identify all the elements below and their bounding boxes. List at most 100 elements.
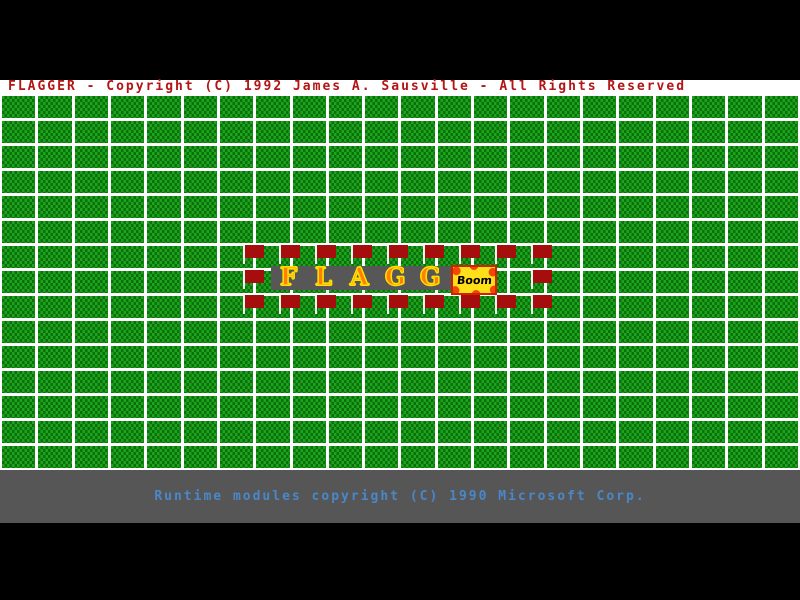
board-tile[interactable] — [110, 321, 145, 343]
board-tile[interactable] — [619, 346, 653, 368]
board-tile[interactable] — [692, 371, 726, 393]
board-tile[interactable] — [74, 221, 108, 243]
board-tile[interactable] — [655, 271, 690, 293]
board-tile[interactable] — [219, 221, 254, 243]
board-tile[interactable] — [619, 396, 653, 418]
board-tile[interactable] — [764, 346, 798, 368]
board-tile[interactable] — [728, 171, 762, 193]
board-tile[interactable] — [2, 271, 36, 293]
board-tile[interactable] — [219, 446, 254, 468]
board-tile[interactable] — [74, 346, 108, 368]
board-tile[interactable] — [328, 196, 363, 218]
board-tile[interactable] — [583, 346, 617, 368]
board-tile[interactable] — [256, 396, 290, 418]
board-tile[interactable] — [728, 146, 762, 168]
board-tile[interactable] — [365, 196, 399, 218]
board-tile[interactable] — [764, 121, 798, 143]
board-tile[interactable] — [292, 321, 326, 343]
board-tile[interactable] — [437, 171, 472, 193]
board-tile[interactable] — [437, 121, 472, 143]
board-tile[interactable] — [728, 396, 762, 418]
board-tile[interactable] — [74, 96, 108, 118]
board-tile[interactable] — [2, 221, 36, 243]
board-tile[interactable] — [183, 171, 217, 193]
board-tile[interactable] — [401, 396, 435, 418]
board-tile[interactable] — [328, 171, 363, 193]
board-tile[interactable] — [365, 121, 399, 143]
flag-marker[interactable] — [351, 245, 375, 264]
board-tile[interactable] — [764, 371, 798, 393]
board-tile[interactable] — [510, 96, 544, 118]
board-tile[interactable] — [183, 421, 217, 443]
board-tile[interactable] — [764, 146, 798, 168]
board-tile[interactable] — [619, 121, 653, 143]
board-tile[interactable] — [546, 171, 581, 193]
board-tile[interactable] — [583, 196, 617, 218]
board-tile[interactable] — [2, 171, 36, 193]
board-tile[interactable] — [147, 446, 181, 468]
board-tile[interactable] — [401, 421, 435, 443]
board-tile[interactable] — [147, 371, 181, 393]
board-tile[interactable] — [619, 421, 653, 443]
board-tile[interactable] — [474, 321, 508, 343]
board-tile[interactable] — [474, 96, 508, 118]
board-tile[interactable] — [328, 346, 363, 368]
board-tile[interactable] — [328, 221, 363, 243]
board-tile[interactable] — [219, 396, 254, 418]
board-tile[interactable] — [219, 371, 254, 393]
board-tile[interactable] — [38, 196, 72, 218]
board-tile[interactable] — [2, 196, 36, 218]
board-tile[interactable] — [328, 121, 363, 143]
board-tile[interactable] — [38, 396, 72, 418]
board-tile[interactable] — [256, 421, 290, 443]
board-tile[interactable] — [74, 296, 108, 318]
board-tile[interactable] — [147, 196, 181, 218]
board-tile[interactable] — [38, 246, 72, 268]
board-tile[interactable] — [474, 146, 508, 168]
board-tile[interactable] — [474, 371, 508, 393]
board-tile[interactable] — [510, 346, 544, 368]
board-tile[interactable] — [110, 171, 145, 193]
board-tile[interactable] — [437, 321, 472, 343]
board-tile[interactable] — [256, 346, 290, 368]
board-tile[interactable] — [728, 446, 762, 468]
board-tile[interactable] — [728, 321, 762, 343]
board-tile[interactable] — [219, 121, 254, 143]
board-tile[interactable] — [474, 121, 508, 143]
board-tile[interactable] — [764, 421, 798, 443]
board-tile[interactable] — [728, 296, 762, 318]
board-tile[interactable] — [546, 121, 581, 143]
board-tile[interactable] — [219, 421, 254, 443]
board-tile[interactable] — [401, 221, 435, 243]
board-tile[interactable] — [692, 171, 726, 193]
board-tile[interactable] — [183, 196, 217, 218]
board-tile[interactable] — [437, 446, 472, 468]
board-tile[interactable] — [474, 346, 508, 368]
board-tile[interactable] — [692, 321, 726, 343]
board-tile[interactable] — [147, 321, 181, 343]
board-tile[interactable] — [546, 221, 581, 243]
board-tile[interactable] — [728, 346, 762, 368]
board-tile[interactable] — [437, 146, 472, 168]
board-tile[interactable] — [365, 146, 399, 168]
board-tile[interactable] — [110, 96, 145, 118]
board-tile[interactable] — [728, 221, 762, 243]
board-tile[interactable] — [256, 96, 290, 118]
board-tile[interactable] — [692, 296, 726, 318]
board-tile[interactable] — [728, 121, 762, 143]
board-tile[interactable] — [256, 446, 290, 468]
board-tile[interactable] — [219, 346, 254, 368]
board-tile[interactable] — [583, 446, 617, 468]
board-tile[interactable] — [38, 446, 72, 468]
board-tile[interactable] — [692, 346, 726, 368]
flag-marker[interactable] — [243, 295, 267, 314]
board-tile[interactable] — [74, 196, 108, 218]
board-tile[interactable] — [655, 246, 690, 268]
board-tile[interactable] — [110, 121, 145, 143]
board-tile[interactable] — [764, 96, 798, 118]
board-tile[interactable] — [256, 146, 290, 168]
board-tile[interactable] — [619, 446, 653, 468]
board-tile[interactable] — [74, 171, 108, 193]
board-tile[interactable] — [256, 221, 290, 243]
board-tile[interactable] — [510, 121, 544, 143]
